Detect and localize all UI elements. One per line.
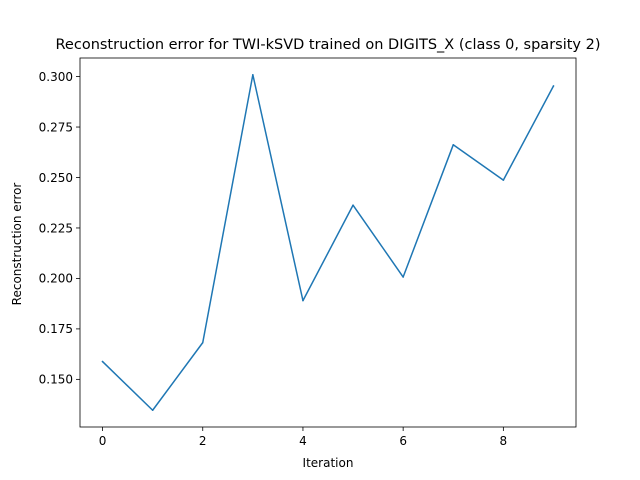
x-axis-label: Iteration — [303, 456, 354, 470]
y-tick-label: 0.300 — [39, 70, 73, 84]
data-point — [151, 409, 154, 411]
plot-area: 0 2 4 6 8 0.150 0.175 0.200 0.225 0.250 0.275 0.300 — [39, 57, 577, 448]
axes-frame — [79, 57, 577, 428]
y-axis-label: Reconstruction error — [10, 183, 24, 306]
series-line-0 — [101, 74, 555, 411]
x-tick-label: 2 — [199, 434, 207, 448]
data-point — [452, 144, 454, 146]
data-point — [502, 179, 505, 181]
y-tick-label: 0.150 — [39, 373, 73, 387]
data-point — [101, 360, 104, 363]
data-point — [252, 74, 254, 76]
x-tick-label: 6 — [399, 434, 407, 448]
data-point — [352, 204, 354, 206]
data-point — [402, 276, 404, 278]
y-tick-label: 0.250 — [39, 171, 73, 185]
y-tick-label: 0.175 — [39, 322, 73, 336]
x-tick-label: 8 — [500, 434, 508, 448]
x-tick-label: 0 — [99, 434, 107, 448]
y-tick-label: 0.200 — [39, 272, 73, 286]
y-tick-label: 0.225 — [39, 221, 73, 235]
y-tick-label: 0.275 — [39, 120, 73, 134]
x-tick-label: 4 — [299, 434, 307, 448]
data-point — [202, 341, 204, 344]
data-point — [302, 299, 304, 302]
data-point — [552, 85, 555, 87]
chart-title: Reconstruction error for TWI-kSVD traine… — [56, 37, 601, 53]
